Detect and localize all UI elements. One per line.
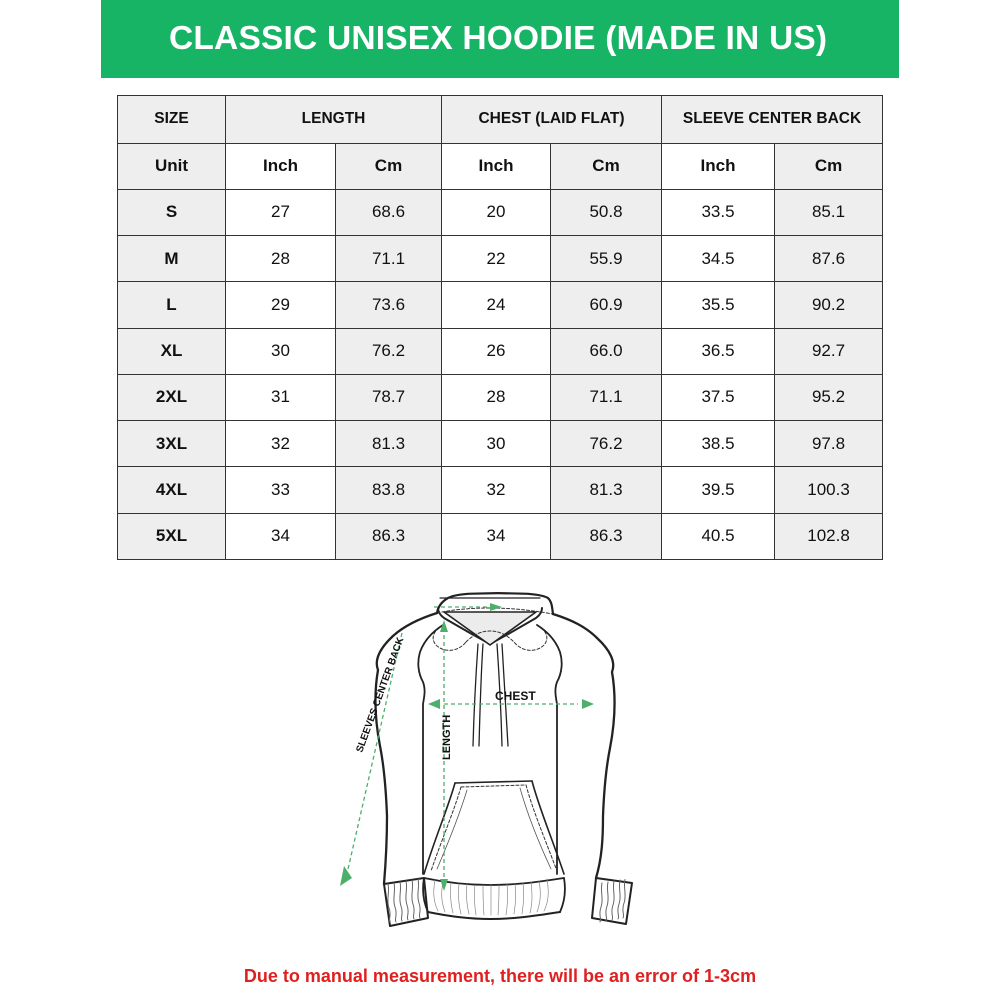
svg-text:CHEST: CHEST [495,689,536,703]
svg-text:LENGTH: LENGTH [441,715,453,760]
